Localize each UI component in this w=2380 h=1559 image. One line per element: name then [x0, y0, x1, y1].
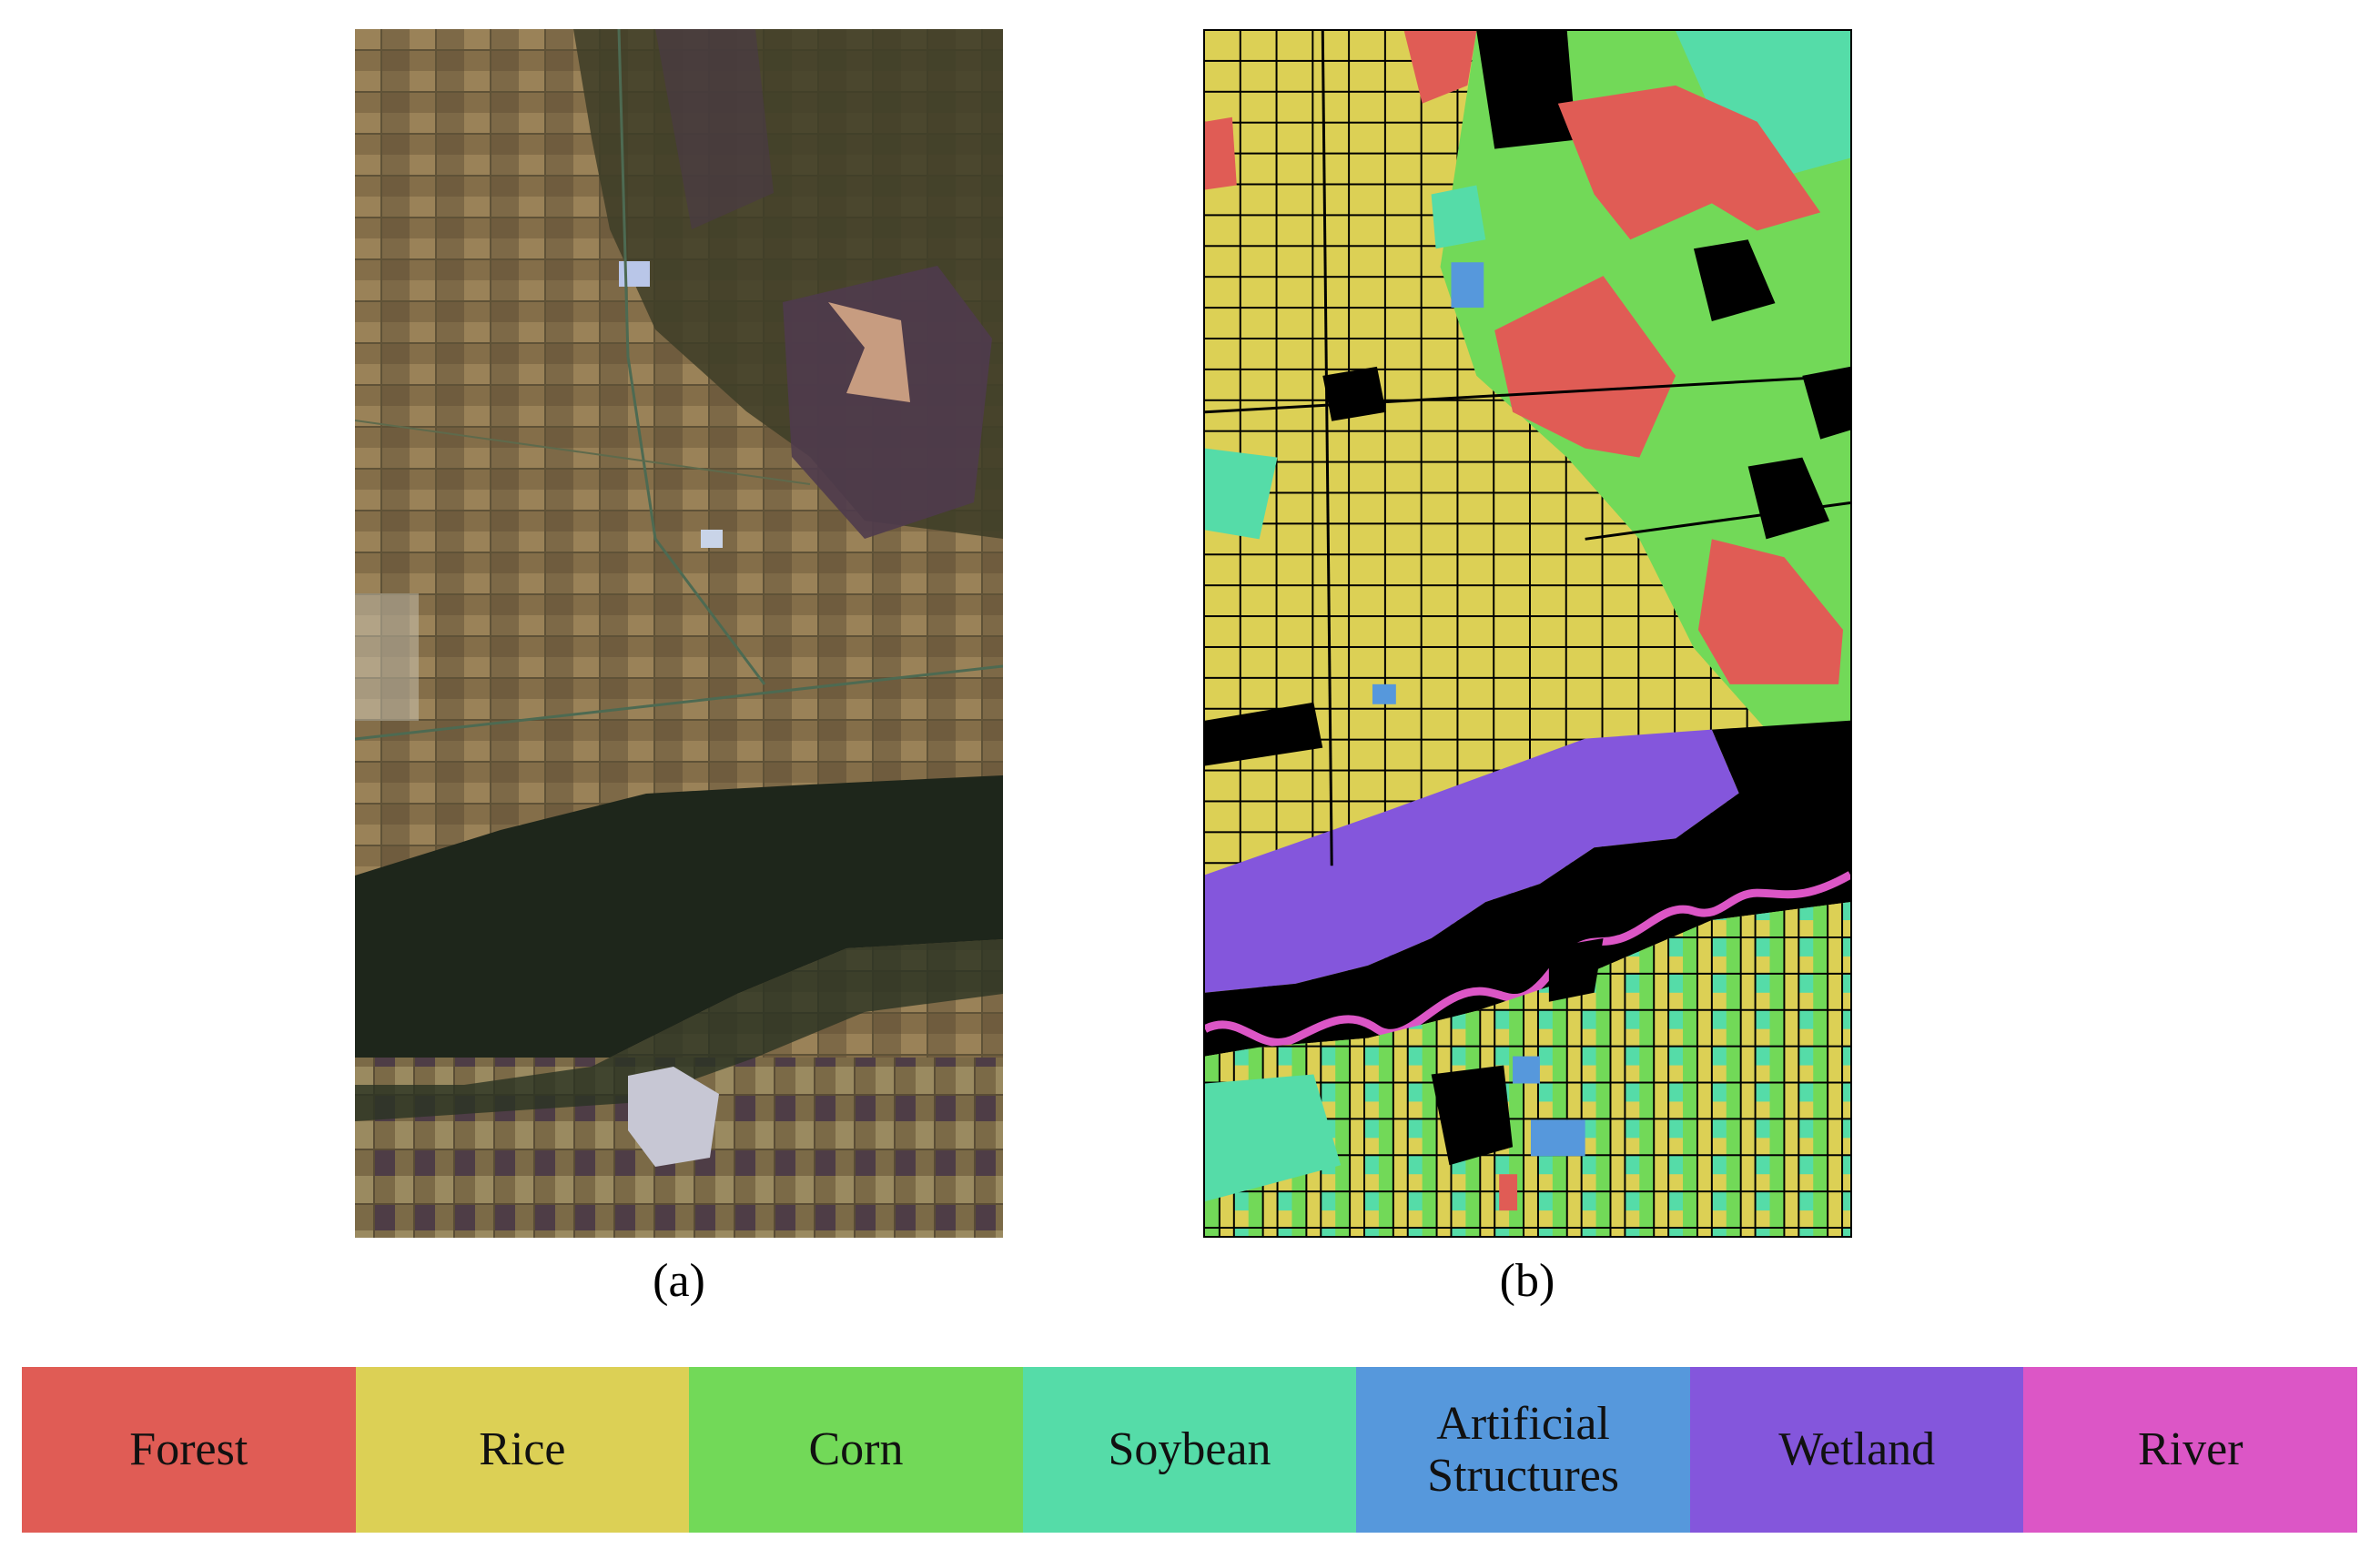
legend-item-corn: Corn — [689, 1367, 1023, 1533]
legend-item-river: River — [2023, 1367, 2358, 1533]
legend-label-corn: Corn — [808, 1423, 904, 1476]
legend-label-line-2: Structures — [1427, 1450, 1620, 1502]
satellite-image — [355, 29, 1003, 1238]
legend-item-rice: Rice — [355, 1367, 690, 1533]
classification-map — [1203, 29, 1852, 1238]
legend-label-line-1: Artificial — [1436, 1397, 1610, 1450]
legend-label-rice: Rice — [479, 1423, 566, 1476]
legend-label-river: River — [2137, 1423, 2243, 1476]
caption-b: (b) — [1499, 1255, 1555, 1307]
legend-label-artificial-structures: Artificial Structures — [1427, 1398, 1619, 1502]
legend-item-wetland: Wetland — [1689, 1367, 2024, 1533]
satellite-image-graphic — [355, 29, 1003, 1238]
legend-item-soybean: Soybean — [1022, 1367, 1357, 1533]
legend-label-wetland: Wetland — [1778, 1423, 1936, 1476]
legend-label-forest: Forest — [129, 1423, 248, 1476]
classification-map-graphic — [1205, 31, 1850, 1236]
legend: Forest Rice Corn Soybean Artificial Stru… — [22, 1367, 2358, 1533]
legend-item-artificial-structures: Artificial Structures — [1356, 1367, 1690, 1533]
legend-item-forest: Forest — [22, 1367, 356, 1533]
caption-a: (a) — [653, 1255, 705, 1307]
legend-label-soybean: Soybean — [1108, 1423, 1271, 1476]
